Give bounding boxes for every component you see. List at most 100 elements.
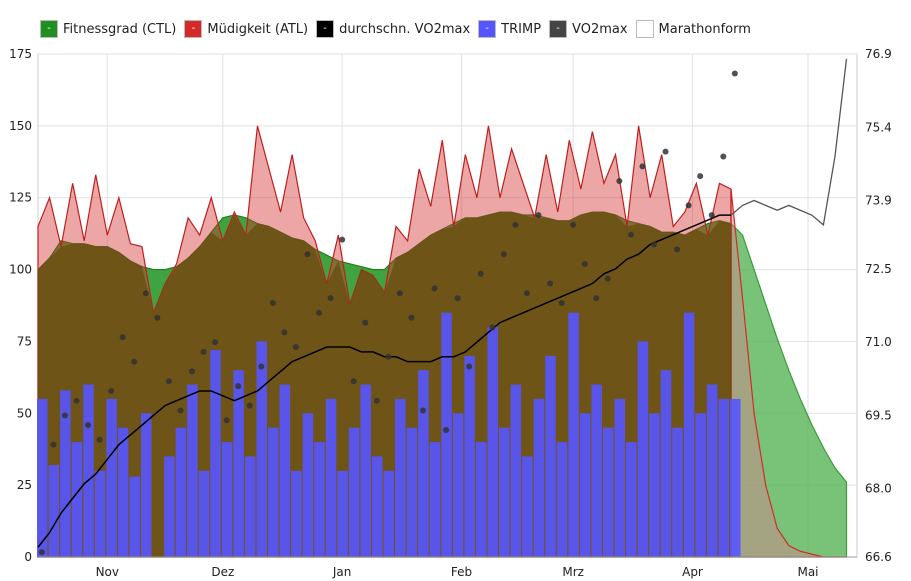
vo2max-point: [500, 251, 507, 258]
legend-swatch-icon: -: [549, 20, 568, 38]
right-tick-label: 71.0: [865, 335, 892, 349]
legend-swatch-icon: -: [478, 20, 497, 38]
trimp-bar: [706, 384, 718, 557]
vo2max-point: [477, 270, 484, 277]
trimp-bar: [360, 384, 371, 557]
legend: - Fitnessgrad (CTL) - Müdigkeit (ATL) - durch…: [40, 20, 751, 38]
vo2max-point: [246, 402, 253, 409]
marathonform-line: [730, 58, 848, 227]
trimp-bar: [556, 442, 568, 557]
vo2max-point: [96, 436, 103, 443]
trimp-bar: [48, 465, 60, 557]
x-tick-label: Feb: [451, 565, 472, 579]
vo2max-point: [593, 295, 600, 302]
vo2max-point: [454, 295, 461, 302]
trimp-bar: [348, 427, 360, 557]
legend-label: Fitnessgrad (CTL): [63, 21, 177, 37]
legend-label: durchschn. VO2max: [339, 21, 471, 37]
trimp-bar: [233, 370, 244, 557]
trimp-bar: [475, 442, 487, 557]
legend-item[interactable]: - VO2max: [549, 20, 628, 38]
trimp-bar: [291, 470, 302, 557]
vo2max-point: [547, 280, 554, 287]
trimp-bar: [591, 384, 602, 557]
trimp-bar: [626, 442, 637, 557]
left-tick-label: 100: [9, 263, 32, 277]
vo2max-point: [73, 397, 80, 404]
right-tick-label: 66.6: [865, 550, 892, 564]
legend-item[interactable]: - TRIMP: [478, 20, 541, 38]
vo2max-point: [189, 368, 195, 375]
vo2max-point: [420, 407, 426, 414]
vo2max-point: [662, 148, 669, 155]
vo2max-point: [316, 309, 323, 316]
trimp-bar: [510, 384, 522, 557]
trimp-bar: [383, 470, 395, 557]
trimp-bar: [695, 413, 706, 557]
vo2max-point: [131, 358, 138, 365]
vo2max-point: [431, 285, 438, 292]
trimp-bar: [683, 312, 695, 557]
legend-item[interactable]: - Müdigkeit (ATL): [184, 20, 308, 38]
vo2max-point: [85, 422, 92, 429]
left-tick-label: 25: [17, 478, 32, 492]
vo2max-point: [119, 334, 126, 341]
vo2max-point: [108, 387, 115, 394]
trimp-bar: [579, 413, 591, 557]
trimp-bar: [660, 370, 672, 557]
trimp-bar: [164, 456, 175, 557]
vo2max-point: [38, 549, 45, 556]
vo2max-point: [570, 221, 577, 228]
vo2max-point: [385, 353, 392, 360]
vo2max-point: [350, 378, 357, 385]
legend-item[interactable]: Marathonform: [635, 20, 751, 38]
trimp-bar: [371, 456, 383, 557]
legend-swatch-icon: -: [184, 20, 203, 38]
vo2max-point: [731, 70, 738, 77]
x-tick-label: Mrz: [562, 565, 584, 579]
vo2max-avg-line: [37, 214, 731, 548]
trimp-bar: [499, 427, 510, 557]
vo2max-point: [489, 324, 496, 331]
vo2max-point: [327, 295, 334, 302]
legend-item[interactable]: - durchschn. VO2max: [316, 20, 470, 38]
trimp-bar: [279, 384, 291, 557]
trimp-bar: [522, 456, 533, 557]
left-tick-label: 75: [17, 334, 32, 348]
x-tick-label: Jan: [332, 565, 352, 579]
trimp-bar: [268, 427, 279, 557]
trimp-bar: [452, 413, 464, 557]
trimp-bar: [637, 341, 649, 557]
vo2max-point: [651, 241, 657, 248]
vo2max-point: [627, 231, 634, 238]
vo2max-point: [396, 290, 403, 297]
vo2max-point: [223, 417, 230, 424]
trimp-bar: [464, 355, 475, 557]
vo2max-point: [292, 344, 299, 351]
trimp-bar: [325, 398, 337, 557]
right-tick-label: 76.9: [865, 47, 892, 61]
trimp-bar: [730, 398, 741, 557]
left-tick-label: 150: [9, 119, 32, 133]
vo2max-point: [269, 300, 276, 307]
x-tick-label: Dez: [211, 565, 234, 579]
x-tick-label: Apr: [682, 565, 703, 579]
trimp-bar: [256, 341, 267, 557]
legend-swatch-icon: -: [316, 20, 335, 38]
trimp-bar: [140, 413, 152, 557]
legend-swatch-icon: -: [40, 20, 58, 38]
vo2max-point: [304, 251, 311, 258]
right-tick-label: 72.5: [865, 262, 892, 276]
left-tick-label: 175: [9, 47, 32, 61]
trimp-bar: [221, 442, 233, 557]
legend-label: Müdigkeit (ATL): [207, 21, 309, 37]
right-tick-label: 69.5: [865, 408, 892, 422]
legend-label: VO2max: [572, 21, 628, 37]
legend-swatch-icon: [635, 20, 654, 38]
vo2max-point: [604, 275, 611, 282]
legend-item[interactable]: - Fitnessgrad (CTL): [40, 20, 176, 38]
trimp-bar: [487, 327, 498, 557]
vo2max-point: [50, 441, 57, 448]
vo2max-point: [373, 397, 380, 404]
